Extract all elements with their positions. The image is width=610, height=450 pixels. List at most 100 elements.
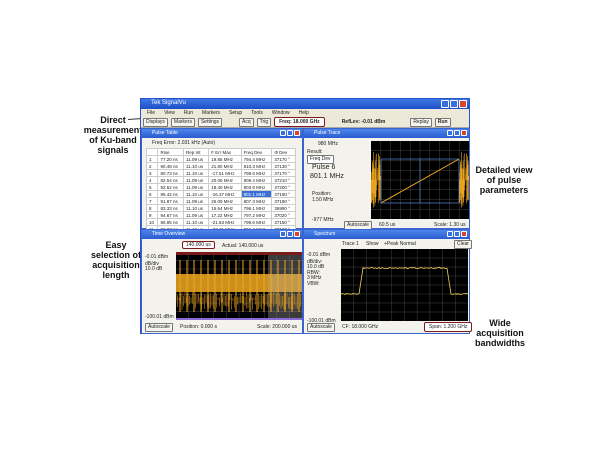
table-cell: 11.09 us — [184, 212, 209, 219]
span-field[interactable]: Span: 1.200 GHz — [424, 322, 472, 332]
close-icon[interactable] — [461, 130, 467, 136]
close-icon[interactable] — [294, 231, 300, 237]
table-cell: 5 — [147, 184, 158, 191]
table-cell: 85.42 ns — [158, 191, 184, 198]
table-cell: 4 — [147, 177, 158, 184]
table-cell: 11.10 us — [184, 205, 209, 212]
table-cell: 6 — [147, 191, 158, 198]
menu-help[interactable]: Help — [299, 110, 309, 116]
column-header[interactable] — [147, 149, 158, 156]
menu-run[interactable]: Run — [184, 110, 193, 116]
column-header[interactable]: Freq Dev — [241, 149, 272, 156]
position-value: 1.50 MHz — [312, 197, 333, 203]
title-bar: Tek SignalVu — [141, 99, 469, 109]
pulse-table: Rise Rep Int F Err Max Freq Dev Φ Dev 1 77.20 … — [146, 148, 296, 233]
table-cell: 77.20 ns — [158, 156, 184, 163]
table-cell: -17.51 MHz — [209, 170, 241, 177]
table-row[interactable]: 9 94.67 ns 11.09 us 17.22 MHz 797.2 MHz 37020… — [147, 212, 296, 219]
menu-markers[interactable]: Markers — [202, 110, 220, 116]
table-row[interactable]: 10 86.85 ns 11.10 us -21.63 MHz 799.6 MHz 371… — [147, 219, 296, 226]
table-row[interactable]: 8 83.33 ns 11.10 us 15.64 MHz 796.1 MHz 36990… — [147, 205, 296, 212]
table-cell: 803.9 MHz — [241, 184, 272, 191]
table-cell: 797.2 MHz — [241, 212, 272, 219]
show-checkbox[interactable]: Show — [366, 241, 379, 247]
app-window: Tek SignalVu File View Run Markers Setup Tool… — [140, 98, 470, 334]
table-cell: 11.10 us — [184, 191, 209, 198]
menu-view[interactable]: View — [164, 110, 175, 116]
acquisition-length-input[interactable]: 140.000 us — [182, 241, 215, 249]
clear-button[interactable]: Clear — [454, 240, 472, 249]
toolbar: Displays Markers Settings Acq Trig Freq:… — [141, 117, 469, 128]
trace-select[interactable]: Trace 1 — [342, 241, 359, 247]
spectrum-pane: Spectrum Trace 1 Show +Peak Normal Clear… — [303, 229, 470, 334]
table-cell: 11.09 us — [184, 177, 209, 184]
table-cell: 37170 ° — [272, 156, 296, 163]
table-cell: 810.3 MHz — [241, 163, 272, 170]
column-header[interactable]: Rise — [158, 149, 184, 156]
table-cell: 37190 ° — [272, 191, 296, 198]
close-icon[interactable] — [459, 100, 467, 108]
table-row[interactable]: 2 90.48 ns 11.10 us 21.80 MHz 810.3 MHz 37130… — [147, 163, 296, 170]
table-cell: 37190 ° — [272, 198, 296, 205]
menu-file[interactable]: File — [147, 110, 155, 116]
pulse-number[interactable]: Pulse 6 — [312, 164, 335, 171]
pane-title: Spectrum — [314, 231, 335, 237]
column-header[interactable]: Rep Int — [184, 149, 209, 156]
menu-window[interactable]: Window — [272, 110, 290, 116]
pulse-trace-plot — [371, 141, 469, 219]
menu-setup[interactable]: Setup — [229, 110, 242, 116]
vbw-checkbox[interactable]: VBW: — [307, 281, 320, 287]
table-cell: 1 — [147, 156, 158, 163]
table-row[interactable]: 5 92.52 ns 11.09 us 18.40 MHz 803.9 MHz 37200… — [147, 184, 296, 191]
table-cell: 9 — [147, 212, 158, 219]
table-cell: 37210 ° — [272, 177, 296, 184]
table-cell: 91.87 ns — [158, 198, 184, 205]
maximize-icon[interactable] — [450, 100, 458, 108]
table-cell: 18.40 MHz — [209, 184, 241, 191]
table-cell: 25.09 MHz — [209, 198, 241, 205]
run-button[interactable]: Run — [435, 118, 451, 127]
top-scale: 980 MHz — [318, 141, 338, 147]
close-icon[interactable] — [461, 231, 467, 237]
settings-button[interactable]: Settings — [198, 118, 222, 127]
time-overview-plot — [176, 252, 302, 320]
table-cell: 794.4 MHz — [241, 156, 272, 163]
table-cell: 7 — [147, 198, 158, 205]
table-cell: 86.85 ns — [158, 219, 184, 226]
markers-button[interactable]: Markers — [171, 118, 195, 127]
close-icon[interactable] — [294, 130, 300, 136]
table-cell: 37020 ° — [272, 212, 296, 219]
table-row[interactable]: 7 91.87 ns 11.09 us 25.09 MHz 807.3 MHz 37190… — [147, 198, 296, 205]
window-title: Tek SignalVu — [151, 100, 186, 106]
minimize-icon[interactable] — [441, 100, 449, 108]
table-cell: 92.52 ns — [158, 184, 184, 191]
table-cell: 36990 ° — [272, 205, 296, 212]
autoscale-button[interactable]: Autoscale — [145, 323, 173, 332]
reflev-field[interactable]: RefLev: -0.01 dBm — [342, 119, 386, 125]
column-header[interactable]: F Err Max — [209, 149, 241, 156]
result-select[interactable]: Freq Dev — [307, 155, 334, 164]
menu-tools[interactable]: Tools — [251, 110, 263, 116]
table-row[interactable]: 1 77.20 ns 11.09 us 19.85 MHz 794.4 MHz 37170… — [147, 156, 296, 163]
table-cell: 807.3 MHz — [241, 198, 272, 205]
column-header[interactable]: Φ Dev — [272, 149, 296, 156]
table-cell: 21.80 MHz — [209, 163, 241, 170]
autoscale-button[interactable]: Autoscale — [307, 323, 335, 332]
table-cell: 809.4 MHz — [241, 177, 272, 184]
table-cell: 11.09 us — [184, 184, 209, 191]
table-cell: 3 — [147, 170, 158, 177]
callout-acquisition: Easy selection of acquisition length — [90, 240, 142, 280]
displays-button[interactable]: Displays — [143, 118, 168, 127]
detector-select[interactable]: +Peak Normal — [384, 241, 416, 247]
center-frequency[interactable]: CF: 18.000 GHz — [342, 324, 378, 330]
table-row[interactable]: 4 82.54 ns 11.09 us 20.05 MHz 809.4 MHz 37210… — [147, 177, 296, 184]
trig-button[interactable]: Trig — [257, 118, 271, 127]
table-row[interactable]: 3 80.73 ns 11.10 us -17.51 MHz 798.6 MHz 3717… — [147, 170, 296, 177]
table-row[interactable]: 6 85.42 ns 11.10 us -16.37 MHz 801.1 MHz 3719… — [147, 191, 296, 198]
callout-bandwidth: Wide acquisition bandwidths — [470, 318, 530, 348]
menu-bar: File View Run Markers Setup Tools Window Help — [141, 109, 469, 117]
freq-field[interactable]: Freq: 18.000 GHz — [274, 117, 325, 127]
acq-button[interactable]: Acq — [239, 118, 254, 127]
replay-button[interactable]: Replay — [410, 118, 432, 127]
table-cell: 11.09 us — [184, 156, 209, 163]
